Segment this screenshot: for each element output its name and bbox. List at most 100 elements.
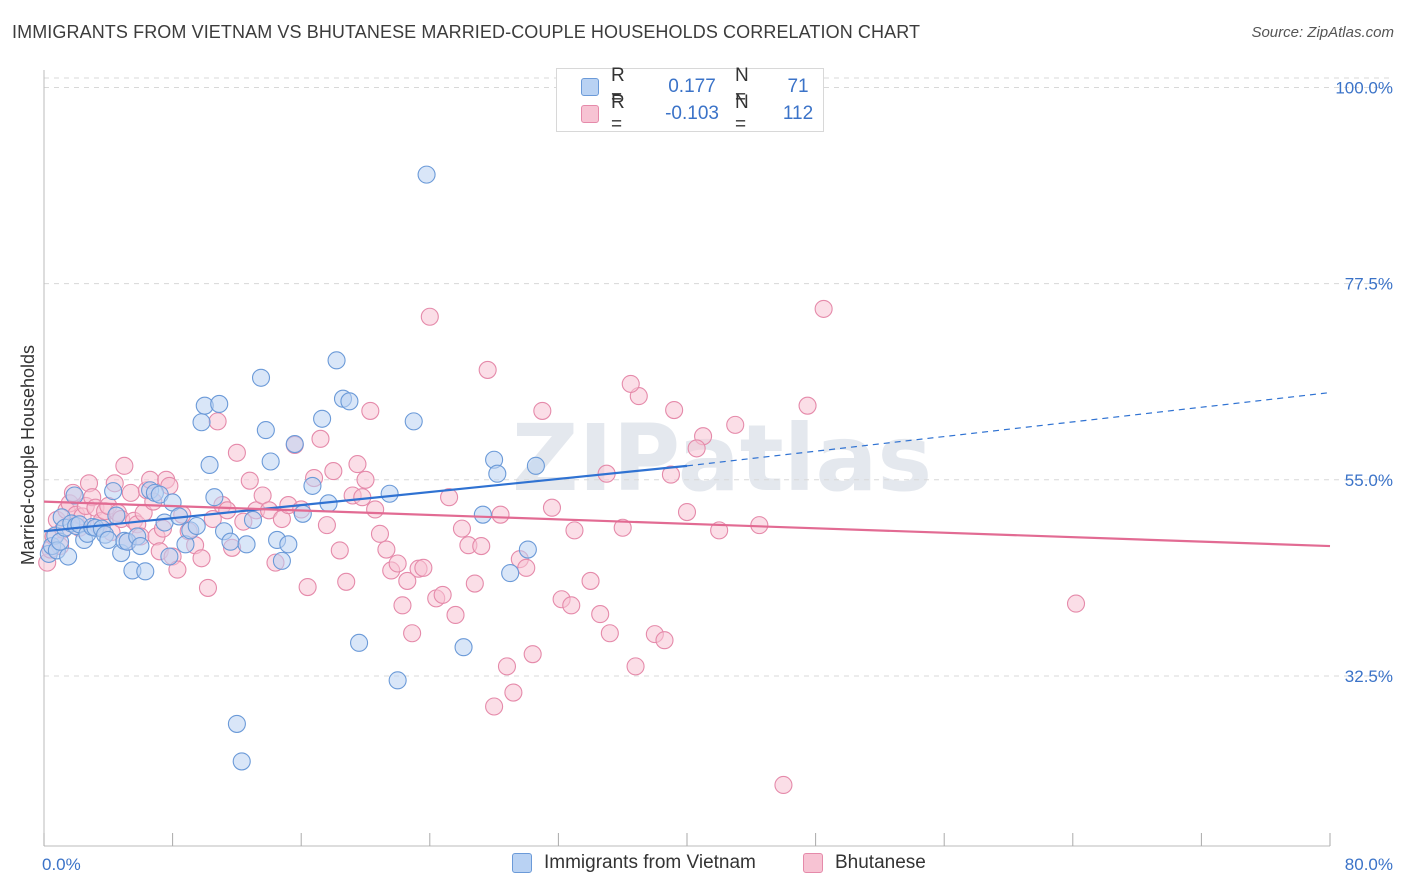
y-tick-label: 100.0% bbox=[1335, 78, 1393, 97]
data-point bbox=[420, 307, 439, 326]
legend-label-vietnam: Immigrants from Vietnam bbox=[544, 852, 756, 873]
data-point bbox=[472, 537, 491, 556]
data-point bbox=[272, 551, 291, 570]
data-point bbox=[293, 504, 312, 523]
legend-item-vietnam[interactable]: Immigrants from Vietnam bbox=[512, 852, 756, 874]
data-point bbox=[485, 697, 504, 716]
correlation-legend: R = 0.177 N = 71 R = -0.103 N = 112 bbox=[556, 65, 824, 135]
data-point bbox=[261, 452, 280, 471]
data-point bbox=[798, 396, 817, 415]
data-point bbox=[337, 572, 356, 591]
data-point bbox=[523, 645, 542, 664]
series-bhutanese-points bbox=[38, 299, 1086, 795]
data-point bbox=[107, 506, 126, 525]
data-point bbox=[208, 412, 227, 431]
legend-n-value: 112 bbox=[782, 103, 814, 124]
legend-n-label: N = bbox=[734, 65, 749, 108]
data-point bbox=[200, 455, 219, 475]
data-point bbox=[626, 657, 645, 676]
data-point bbox=[726, 415, 745, 434]
data-point bbox=[192, 413, 211, 432]
legend-swatch-blue bbox=[581, 78, 599, 96]
data-point bbox=[1066, 594, 1086, 613]
data-point bbox=[210, 394, 229, 413]
data-point bbox=[665, 400, 684, 420]
data-point bbox=[452, 519, 472, 538]
data-point bbox=[433, 585, 452, 604]
legend-label-bhutanese: Bhutanese bbox=[835, 852, 926, 873]
legend-r-label: R = bbox=[610, 65, 625, 108]
y-tick-label: 77.5% bbox=[1345, 275, 1393, 294]
data-point bbox=[677, 503, 697, 522]
data-point bbox=[491, 505, 510, 524]
data-point bbox=[814, 299, 833, 318]
data-point bbox=[243, 510, 263, 529]
data-point bbox=[65, 486, 84, 505]
data-point bbox=[478, 360, 497, 379]
data-point bbox=[327, 351, 346, 370]
data-point bbox=[121, 483, 140, 502]
data-point bbox=[356, 470, 375, 489]
data-point bbox=[370, 524, 390, 543]
legend-swatch-pink bbox=[581, 105, 599, 123]
data-point bbox=[501, 564, 520, 583]
data-point bbox=[240, 471, 259, 490]
source-label: Source: ZipAtlas.com bbox=[1251, 24, 1394, 41]
legend-item-bhutanese[interactable]: Bhutanese bbox=[803, 852, 926, 874]
data-point bbox=[340, 392, 359, 411]
data-point bbox=[613, 518, 632, 537]
data-point bbox=[388, 554, 407, 573]
data-point bbox=[526, 456, 545, 475]
data-point bbox=[417, 165, 436, 184]
data-point bbox=[565, 521, 584, 540]
data-point bbox=[311, 429, 330, 448]
data-point bbox=[317, 516, 336, 535]
legend-r-value: 0.177 bbox=[668, 76, 716, 97]
legend-r-value: -0.103 bbox=[665, 103, 719, 124]
data-point bbox=[533, 401, 552, 420]
data-point bbox=[380, 484, 399, 503]
legend-n-label: N = bbox=[734, 92, 749, 135]
data-point bbox=[661, 465, 680, 484]
data-point bbox=[655, 631, 674, 650]
data-point bbox=[313, 409, 332, 428]
x-tick-label-min: 0.0% bbox=[42, 855, 81, 874]
data-point bbox=[232, 752, 251, 771]
data-point bbox=[221, 532, 240, 551]
data-point bbox=[404, 412, 423, 431]
data-point bbox=[285, 434, 304, 454]
chart-title: IMMIGRANTS FROM VIETNAM VS BHUTANESE MAR… bbox=[12, 22, 921, 42]
data-point bbox=[251, 368, 271, 387]
legend-n-value: 71 bbox=[787, 76, 809, 97]
watermark: ZIPatlas bbox=[512, 405, 932, 512]
data-point bbox=[562, 596, 581, 615]
data-point bbox=[473, 505, 492, 524]
data-point bbox=[279, 535, 298, 554]
data-point bbox=[687, 439, 706, 458]
data-point bbox=[393, 596, 412, 615]
data-point bbox=[227, 714, 246, 733]
data-point bbox=[488, 464, 507, 483]
data-point bbox=[398, 571, 417, 590]
data-point bbox=[205, 488, 224, 507]
data-point bbox=[348, 455, 367, 474]
legend-swatch-pink bbox=[803, 853, 823, 873]
data-point bbox=[518, 540, 537, 559]
series-vietnam-points bbox=[39, 165, 545, 771]
data-point bbox=[446, 605, 465, 624]
data-point bbox=[517, 558, 536, 577]
data-point bbox=[104, 482, 123, 501]
data-point bbox=[591, 605, 610, 624]
data-point bbox=[388, 671, 407, 690]
data-point bbox=[99, 530, 118, 550]
data-point bbox=[403, 624, 422, 643]
data-point bbox=[361, 401, 380, 420]
data-point bbox=[324, 462, 343, 481]
data-point bbox=[227, 443, 246, 462]
legend-row-vietnam: R = 0.177 N = 71 bbox=[581, 65, 823, 108]
data-point bbox=[298, 577, 317, 597]
trend-line-bhutanese bbox=[43, 500, 1331, 548]
y-tick-label: 32.5% bbox=[1345, 667, 1393, 686]
legend-swatch-blue bbox=[512, 853, 532, 873]
